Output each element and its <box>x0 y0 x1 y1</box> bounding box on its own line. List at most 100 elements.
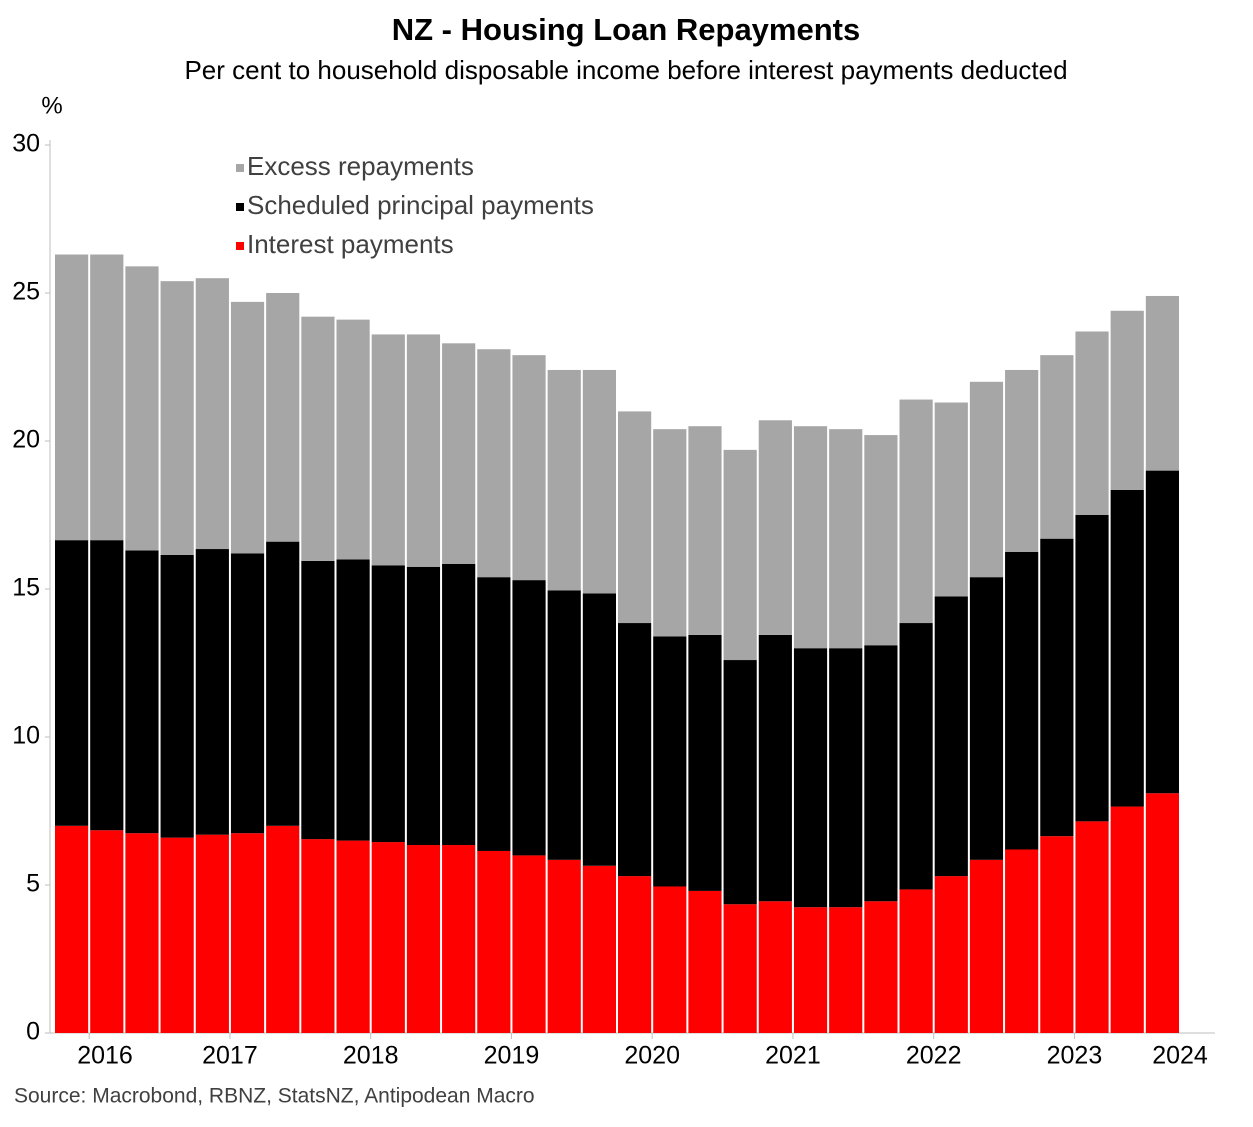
x-tick-label: 2021 <box>765 1042 821 1070</box>
bar-segment <box>547 590 581 860</box>
bar-segment <box>90 830 124 1033</box>
legend-swatch <box>236 242 244 250</box>
bar-segment <box>864 901 898 1033</box>
bar-segment <box>547 859 581 1033</box>
bar-segment <box>1005 369 1039 552</box>
bar-segment <box>934 596 968 877</box>
bar-segment <box>125 550 159 834</box>
bar-segment <box>618 876 652 1033</box>
y-tick-label: 25 <box>12 278 40 306</box>
bar-segment <box>793 648 828 908</box>
bar-segment <box>793 907 828 1033</box>
bar-segment <box>723 449 757 661</box>
bar-segment <box>336 559 370 841</box>
chart-title: NZ - Housing Loan Repayments <box>392 12 860 47</box>
legend-swatch <box>236 164 244 172</box>
bar-segment <box>125 833 159 1033</box>
bar-segment <box>371 334 405 566</box>
bar-segment <box>582 865 616 1033</box>
x-tick-label: 2022 <box>906 1042 962 1070</box>
bar-segment <box>829 429 863 649</box>
bar-segment <box>653 886 687 1033</box>
x-tick-label: 2018 <box>343 1042 399 1070</box>
bar-segment <box>582 593 616 866</box>
bar-segment <box>1040 836 1074 1033</box>
bar-segment <box>301 560 335 840</box>
bar-segment <box>969 859 1004 1033</box>
legend-swatch <box>236 203 244 211</box>
bar-segment <box>195 278 229 550</box>
bar-segment <box>195 834 229 1033</box>
bar-segment <box>829 907 863 1033</box>
bar-segment <box>55 825 89 1033</box>
y-tick-label: 10 <box>12 722 40 750</box>
bar-segment <box>758 420 792 635</box>
bar-segment <box>512 580 546 856</box>
bar-segment <box>723 904 757 1033</box>
bar-segment <box>160 837 194 1033</box>
bar-segment <box>230 833 265 1033</box>
bar-segment <box>864 435 898 646</box>
y-tick-label: 20 <box>12 426 40 454</box>
bar-segment <box>618 623 652 877</box>
bar-segment <box>266 825 300 1033</box>
source: Source: Macrobond, RBNZ, StatsNZ, Antipo… <box>14 1085 535 1108</box>
bar-segment <box>793 426 828 649</box>
bar-segment <box>301 839 335 1033</box>
bar-segment <box>371 565 405 843</box>
bar-segment <box>336 840 370 1033</box>
x-tick-label: 2020 <box>624 1042 680 1070</box>
bar-segment <box>442 343 476 564</box>
bar-segment <box>160 554 194 838</box>
bar-segment <box>55 540 89 826</box>
x-tick-label: 2016 <box>77 1042 133 1070</box>
bar-segment <box>688 890 722 1033</box>
bar-segment <box>934 402 968 597</box>
bar-segment <box>1110 806 1144 1033</box>
bar-segment <box>406 845 441 1033</box>
y-tick-label: 0 <box>26 1018 40 1046</box>
x-tick-label: 2023 <box>1047 1042 1103 1070</box>
bar-segment <box>829 648 863 908</box>
bar-segment <box>160 281 194 555</box>
bar-segment <box>230 553 265 834</box>
bar-segment <box>125 266 159 551</box>
bar-segment <box>266 293 300 542</box>
bar-segment <box>547 369 581 591</box>
bar-segment <box>1040 538 1074 837</box>
bar-segment <box>688 634 722 891</box>
bar-segment <box>1075 515 1109 822</box>
y-unit-label: % <box>41 92 62 119</box>
bar-segment <box>512 855 546 1033</box>
bar-segment <box>899 623 933 890</box>
legend-label: Interest payments <box>247 229 454 259</box>
legend-label: Excess repayments <box>247 151 474 181</box>
bar-segment <box>864 645 898 902</box>
bar-segment <box>477 850 511 1033</box>
x-tick-label: 2019 <box>484 1042 540 1070</box>
y-tick-label: 5 <box>26 870 40 898</box>
bar-segment <box>195 549 229 835</box>
bar-segment <box>582 369 616 594</box>
bar-segment <box>899 889 933 1033</box>
bar-segment <box>336 319 370 560</box>
bar-segment <box>406 566 441 846</box>
bar-segment <box>1110 489 1144 807</box>
bar-segment <box>723 660 757 905</box>
chart-subtitle: Per cent to household disposable income … <box>184 55 1067 85</box>
bar-segment <box>969 577 1004 860</box>
bar-segment <box>1145 295 1179 471</box>
bar-segment <box>1075 331 1109 515</box>
bar-segment <box>371 842 405 1033</box>
bar-segment <box>688 426 722 635</box>
bar-segment <box>1145 470 1179 794</box>
legend-label: Scheduled principal payments <box>247 190 594 220</box>
bar-segment <box>477 577 511 851</box>
bar-segment <box>266 541 300 826</box>
bar-segment <box>1040 355 1074 539</box>
y-tick-label: 30 <box>12 130 40 158</box>
bar-segment <box>969 381 1004 578</box>
bar-segment <box>1005 849 1039 1033</box>
bar-segment <box>1145 793 1179 1033</box>
